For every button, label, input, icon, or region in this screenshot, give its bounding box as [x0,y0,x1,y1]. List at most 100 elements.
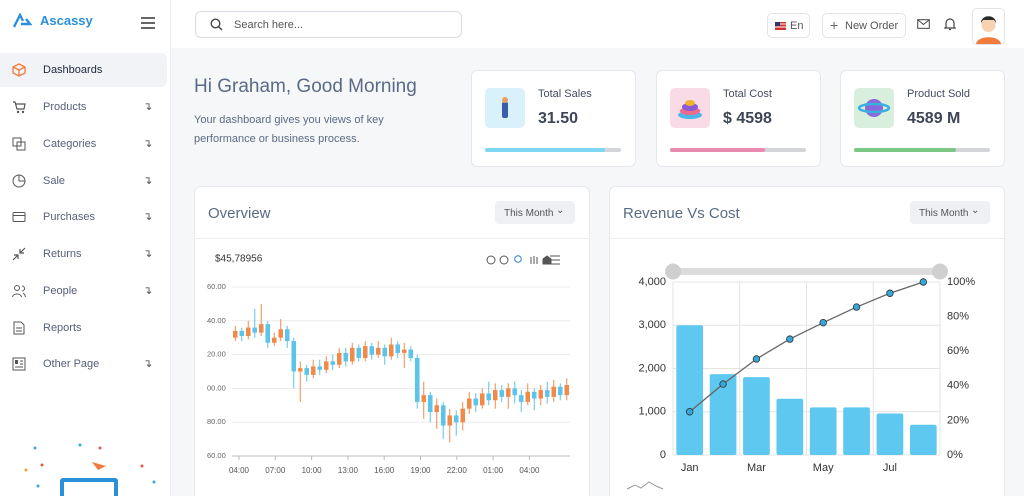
menu-item[interactable]: Returns ↴ [0,237,167,271]
chevron: ↴ [143,101,153,113]
menu-item[interactable]: People ↴ [0,274,167,308]
menu-item[interactable]: Categories ↴ [0,127,167,161]
menu-item[interactable]: Purchases ↴ [0,200,167,234]
menu-item[interactable]: Sale ↴ [0,164,167,198]
x-tick-label: Jan [681,462,699,474]
candle-body [388,344,394,357]
stat-card: Total Sales 31.50 [471,70,636,167]
bar [776,398,804,455]
y-tick-label: 1,000 [638,406,666,418]
candle-body [525,391,531,402]
candle-body [310,366,316,375]
menu-label: Products [43,101,87,113]
x-tick-label: May [813,462,834,474]
candle-body [440,405,446,426]
stat-icon [670,88,710,128]
language-button[interactable]: En [767,13,810,38]
menu-label: Other Page [43,358,100,370]
bell-icon[interactable] [944,17,956,31]
x-tick-label: Jul [883,462,897,474]
candle-body [297,368,303,372]
candle-body [304,368,310,375]
candle-body [551,386,557,397]
caret: ⌄ [556,205,565,216]
period-dropdown[interactable]: This Month ⌄ [495,201,575,224]
candle-body [421,395,427,402]
candle-body [362,346,368,358]
candle-body [492,390,498,401]
zoom-in[interactable] [486,255,496,265]
bar [876,413,904,455]
menu-label: Categories [43,138,97,150]
stat-icon [854,88,894,128]
new-order-button[interactable]: + New Order [822,13,906,38]
y-tick-label: 00.00 [207,383,226,392]
stat-label: Product Sold [907,88,970,100]
candle-body [369,346,375,355]
candle-body [375,347,381,355]
chevron: ↴ [143,358,153,370]
bar [809,407,837,455]
y-tick-label: 60.00 [207,282,226,291]
x-tick-label: 10:00 [302,466,323,475]
candle-body [447,415,453,426]
menu-item[interactable]: Reports [0,311,167,345]
mail-icon[interactable] [917,19,930,29]
line-point [786,335,794,343]
line-point [919,278,928,286]
search-placeholder: Search here... [234,19,304,31]
candle-body [343,352,349,362]
menu-label: People [43,285,78,297]
avatar-image [976,16,1001,44]
period-dropdown[interactable]: This Month ⌄ [910,201,990,224]
candle-body [349,347,355,362]
icon [12,137,26,151]
candle-body [427,395,433,413]
chevron: ↴ [143,285,153,297]
chevron: ↴ [143,175,153,187]
icon [12,212,26,222]
progress-track [670,148,806,152]
reset[interactable] [542,255,552,265]
candle-body [408,349,414,358]
zoom-out[interactable] [499,255,509,265]
line-point [719,380,727,388]
slider-handle[interactable] [665,263,681,280]
icon [678,100,702,119]
progress-track [854,148,990,152]
dropdown-label: This Month [504,208,554,219]
icon [857,99,891,117]
menu[interactable] [550,255,560,265]
chevron: ↴ [143,248,153,260]
line-point [852,303,861,311]
pan[interactable] [530,256,538,264]
icon [13,321,25,335]
candle-body [473,398,479,406]
avatar[interactable] [972,8,1005,45]
candle-body [323,361,329,370]
menu-item[interactable]: Other Page ↴ [0,347,167,381]
menu-toggle[interactable] [141,17,155,29]
logo-icon [12,13,32,28]
y2-tick-label: 40% [947,380,969,392]
candle-body [544,390,550,397]
candle-body [499,390,505,397]
menu-item[interactable]: Products ↴ [0,90,167,124]
bar [709,374,737,455]
illustration [24,443,156,496]
zoom[interactable] [514,255,522,263]
candle-body [284,329,290,342]
search-box[interactable]: Search here... [195,11,462,38]
stat-value: 31.50 [538,110,579,127]
x-tick-label: 16:00 [374,466,395,475]
bar [843,407,870,455]
stat-card: Total Cost $ 4598 [656,70,821,167]
candle-body [414,357,420,402]
y-tick-label: 60.00 [207,451,226,460]
chart-annotation: $45,78956 [215,254,263,265]
menu-item[interactable]: Dashboards [0,53,167,87]
candle-body [531,391,537,399]
overview-card: Overview This Month ⌄ [194,186,590,496]
